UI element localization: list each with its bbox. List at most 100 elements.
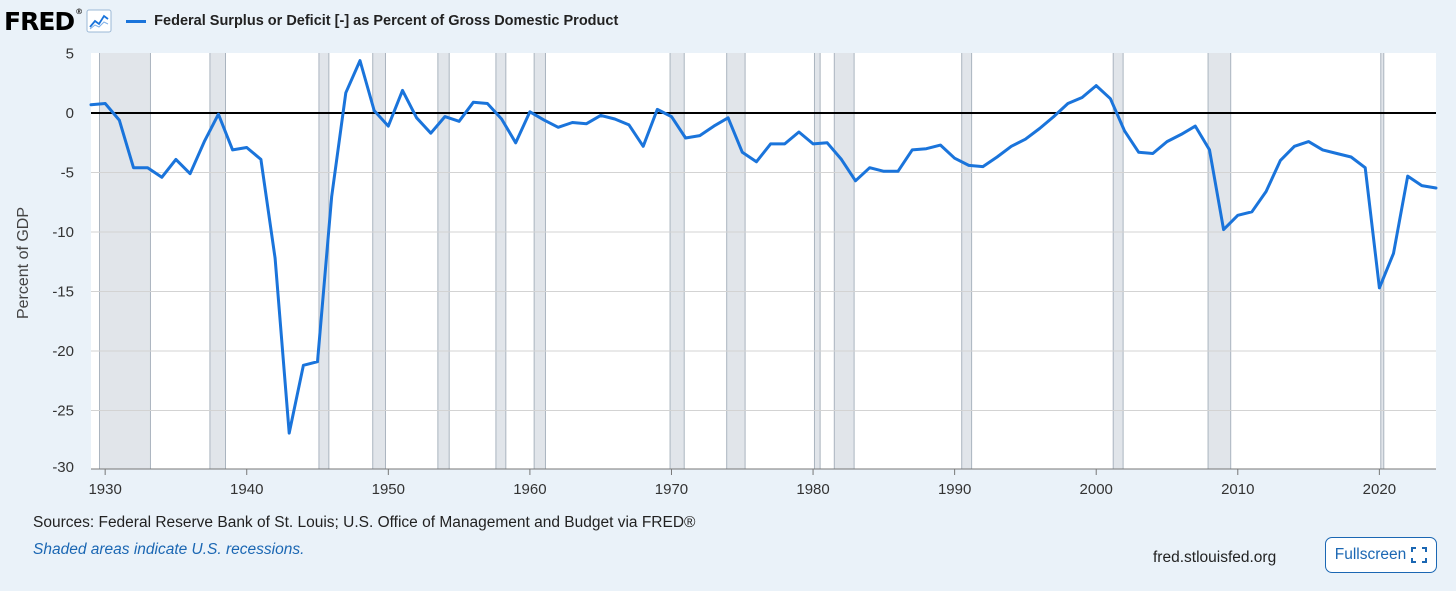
data-point[interactable] bbox=[712, 124, 716, 128]
data-point[interactable] bbox=[769, 142, 772, 146]
data-point[interactable] bbox=[840, 158, 843, 161]
data-point[interactable] bbox=[1222, 228, 1225, 231]
data-point[interactable] bbox=[231, 148, 234, 152]
data-point[interactable] bbox=[1279, 159, 1282, 162]
data-point[interactable] bbox=[316, 360, 319, 363]
data-point[interactable] bbox=[641, 145, 645, 148]
data-point[interactable] bbox=[132, 166, 135, 169]
data-point[interactable] bbox=[1392, 252, 1395, 255]
data-point[interactable] bbox=[118, 118, 121, 122]
data-point[interactable] bbox=[1052, 115, 1055, 118]
data-point[interactable] bbox=[995, 155, 999, 159]
fred-logo[interactable]: FRED® bbox=[4, 7, 83, 36]
data-point[interactable] bbox=[1250, 210, 1254, 213]
data-point[interactable] bbox=[1179, 133, 1183, 136]
data-point[interactable] bbox=[486, 102, 489, 105]
data-point[interactable] bbox=[557, 126, 560, 129]
data-point[interactable] bbox=[670, 115, 673, 118]
data-point[interactable] bbox=[1038, 127, 1041, 130]
data-point[interactable] bbox=[1293, 145, 1296, 148]
data-point[interactable] bbox=[953, 157, 956, 160]
data-point[interactable] bbox=[854, 179, 857, 183]
fullscreen-button[interactable]: Fullscreen bbox=[1325, 537, 1437, 573]
data-point[interactable] bbox=[1378, 286, 1381, 290]
data-point[interactable] bbox=[415, 116, 418, 119]
data-point[interactable] bbox=[160, 176, 163, 179]
data-point[interactable] bbox=[1194, 124, 1197, 128]
data-point[interactable] bbox=[571, 121, 574, 124]
data-point[interactable] bbox=[372, 109, 376, 112]
data-point[interactable] bbox=[1123, 129, 1126, 133]
data-point[interactable] bbox=[1420, 184, 1424, 187]
data-point[interactable] bbox=[1349, 155, 1353, 159]
data-point[interactable] bbox=[826, 141, 829, 144]
data-point[interactable] bbox=[613, 117, 617, 121]
data-point[interactable] bbox=[259, 158, 263, 161]
data-point[interactable] bbox=[174, 158, 178, 161]
data-point[interactable] bbox=[1236, 214, 1239, 217]
data-point[interactable] bbox=[1095, 84, 1098, 87]
data-point[interactable] bbox=[868, 166, 871, 169]
data-point[interactable] bbox=[967, 164, 970, 167]
legend-item[interactable]: Federal Surplus or Deficit [-] as Percen… bbox=[126, 13, 618, 29]
data-point[interactable] bbox=[656, 108, 659, 111]
series-line[interactable] bbox=[89, 59, 1438, 435]
data-point[interactable] bbox=[925, 147, 928, 150]
data-point[interactable] bbox=[89, 103, 93, 106]
data-point[interactable] bbox=[217, 112, 220, 116]
data-point[interactable] bbox=[1010, 145, 1013, 148]
data-point[interactable] bbox=[1066, 102, 1070, 105]
data-point[interactable] bbox=[627, 123, 631, 127]
data-point[interactable] bbox=[443, 115, 447, 118]
data-point[interactable] bbox=[1307, 140, 1310, 143]
data-point[interactable] bbox=[245, 146, 248, 149]
data-point[interactable] bbox=[273, 256, 277, 260]
data-point[interactable] bbox=[741, 151, 744, 154]
data-point[interactable] bbox=[797, 130, 801, 134]
data-point[interactable] bbox=[599, 114, 602, 117]
data-point[interactable] bbox=[1151, 152, 1155, 155]
data-point[interactable] bbox=[811, 142, 815, 146]
data-point[interactable] bbox=[1080, 96, 1084, 99]
data-point[interactable] bbox=[358, 59, 362, 62]
data-point[interactable] bbox=[585, 122, 588, 125]
data-point[interactable] bbox=[1335, 152, 1339, 155]
data-point[interactable] bbox=[472, 101, 475, 104]
data-point[interactable] bbox=[103, 102, 107, 105]
site-url[interactable]: fred.stlouisfed.org bbox=[1153, 549, 1277, 566]
data-point[interactable] bbox=[146, 166, 149, 169]
data-point[interactable] bbox=[755, 160, 758, 163]
data-point[interactable] bbox=[1321, 148, 1324, 152]
data-point[interactable] bbox=[1264, 190, 1268, 193]
data-point[interactable] bbox=[1137, 151, 1140, 154]
data-point[interactable] bbox=[1165, 140, 1169, 143]
data-point[interactable] bbox=[882, 170, 886, 173]
data-point[interactable] bbox=[330, 195, 333, 198]
data-point[interactable] bbox=[500, 117, 503, 121]
data-point[interactable] bbox=[896, 170, 900, 173]
data-point[interactable] bbox=[429, 132, 432, 135]
data-point[interactable] bbox=[401, 89, 404, 92]
data-point[interactable] bbox=[387, 124, 390, 128]
data-point[interactable] bbox=[514, 141, 517, 144]
data-point[interactable] bbox=[302, 364, 305, 367]
data-point[interactable] bbox=[1434, 186, 1438, 190]
data-point[interactable] bbox=[726, 116, 730, 119]
data-point[interactable] bbox=[783, 142, 786, 146]
data-point[interactable] bbox=[939, 143, 942, 147]
data-point[interactable] bbox=[1406, 174, 1409, 178]
data-point[interactable] bbox=[288, 431, 291, 435]
data-point[interactable] bbox=[1208, 148, 1211, 152]
data-point[interactable] bbox=[1364, 166, 1367, 169]
data-point[interactable] bbox=[910, 148, 914, 152]
data-point[interactable] bbox=[344, 91, 348, 94]
data-point[interactable] bbox=[684, 136, 687, 140]
data-point[interactable] bbox=[528, 110, 532, 114]
data-point[interactable] bbox=[203, 140, 206, 143]
data-point[interactable] bbox=[1024, 137, 1027, 141]
data-point[interactable] bbox=[457, 120, 461, 123]
data-point[interactable] bbox=[981, 165, 985, 168]
data-point[interactable] bbox=[698, 134, 701, 137]
data-point[interactable] bbox=[542, 118, 546, 122]
data-point[interactable] bbox=[188, 172, 192, 175]
